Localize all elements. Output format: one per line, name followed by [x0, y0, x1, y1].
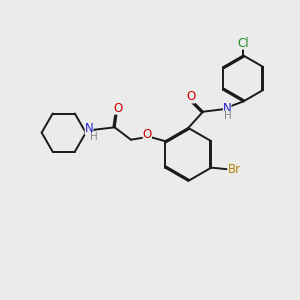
- Text: O: O: [186, 91, 195, 103]
- Text: H: H: [90, 132, 98, 142]
- Text: Br: Br: [228, 163, 241, 176]
- Text: N: N: [223, 102, 232, 115]
- Text: H: H: [224, 111, 231, 121]
- Text: N: N: [85, 122, 94, 135]
- Text: Cl: Cl: [238, 37, 249, 50]
- Text: O: O: [113, 102, 122, 115]
- Text: O: O: [143, 128, 152, 141]
